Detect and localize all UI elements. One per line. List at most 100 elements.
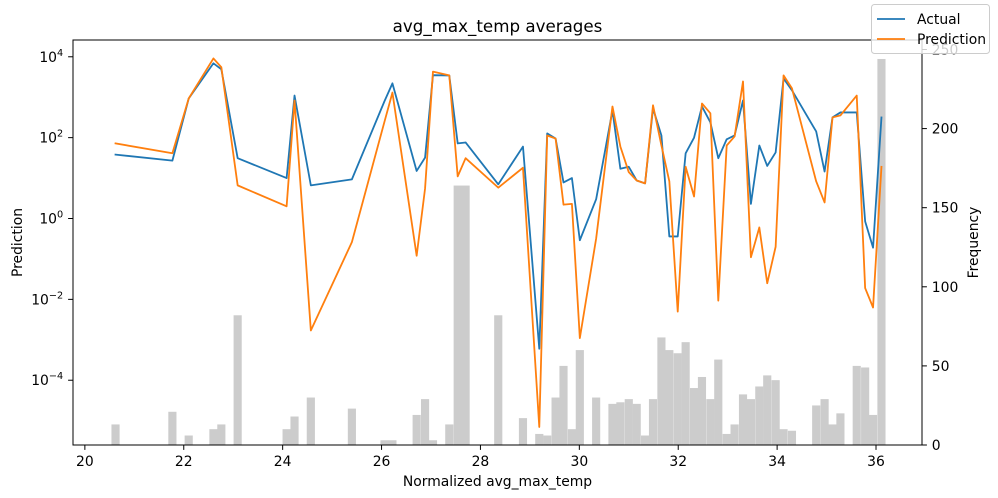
legend-frame (871, 4, 990, 54)
y-tick-label-left: 10−4 (31, 371, 63, 389)
histogram-bar (648, 399, 658, 445)
histogram-bar (388, 440, 397, 445)
histogram-bar (714, 359, 723, 445)
y-tick-label-exponent: 2 (57, 129, 63, 140)
plot-frame (72, 39, 923, 446)
y-tick-label-base: 10 (31, 292, 49, 308)
histogram-bar (706, 399, 715, 445)
histogram-bar (380, 440, 389, 445)
histogram-bar (738, 394, 748, 446)
y-tick-label-left: 104 (39, 48, 63, 66)
legend-label-prediction: Prediction (917, 32, 986, 48)
chart-title: avg_max_temp averages (393, 16, 603, 37)
y-tick-label-base: 10 (39, 50, 57, 66)
histogram-bar (681, 342, 690, 445)
y-axis-label-left: Prediction (10, 208, 26, 277)
histogram-bar (836, 413, 845, 445)
axes: 20 22 24 26 28 30 32 34 3610410210010−210−405010… (31, 39, 959, 470)
legend-label-actual: Actual (917, 12, 961, 28)
histogram-bar (559, 365, 568, 445)
histogram-bar (592, 397, 601, 445)
x-tick-label: 34 (768, 454, 786, 470)
series-lines (114, 57, 883, 428)
histogram-bar (616, 402, 625, 445)
histogram-bar (730, 424, 739, 445)
histogram-bar (347, 408, 356, 445)
histogram-bar (763, 375, 772, 445)
histogram-bar (641, 435, 650, 445)
actual-series-line (114, 62, 883, 350)
x-tick-label: 26 (373, 454, 391, 470)
x-axis-label: Normalized avg_max_temp (403, 474, 592, 490)
histogram-bar (852, 365, 861, 445)
histogram-bar (461, 185, 470, 446)
x-tick-label: 28 (472, 454, 490, 470)
histogram-bar (689, 388, 699, 445)
histogram-bar (624, 399, 633, 445)
histogram-bar (282, 429, 291, 445)
histogram-bar (217, 424, 226, 445)
y-tick-label-left: 100 (39, 210, 63, 228)
histogram-bar (233, 315, 242, 445)
y-tick-label-base: 10 (31, 373, 49, 389)
y-tick-label-exponent: 0 (57, 210, 63, 221)
y-tick-label-right: 150 (932, 201, 959, 217)
y-tick-label-left: 10−2 (31, 290, 63, 308)
histogram-bar (787, 430, 797, 445)
prediction-series-line (114, 57, 883, 428)
histogram-bar (453, 185, 462, 446)
histogram-bar (567, 429, 576, 445)
histogram-bar (111, 424, 120, 445)
legend: Actual Prediction (871, 4, 990, 54)
x-tick-label: 36 (867, 454, 885, 470)
histogram-bar (543, 435, 552, 445)
y-tick-label-right: 0 (932, 438, 941, 454)
histogram-bar (771, 380, 780, 445)
y-tick-label-right: 50 (932, 359, 950, 375)
histogram-bar (551, 397, 560, 445)
x-tick-label: 32 (669, 454, 687, 470)
histogram-bar (445, 424, 454, 445)
histogram-bar (828, 424, 837, 445)
histogram-bar (861, 367, 870, 445)
y-tick-label-exponent: −2 (49, 290, 63, 301)
x-tick-label: 30 (570, 454, 588, 470)
histogram-bar (428, 440, 438, 445)
histogram-bar (722, 433, 731, 445)
x-tick-label: 22 (175, 454, 193, 470)
histogram-bar (779, 429, 788, 445)
histogram-bar (575, 350, 584, 445)
y-axis-label-right: Frequency (966, 207, 982, 279)
histogram-bar (665, 350, 674, 445)
histogram-bar (420, 399, 430, 445)
histogram-bar (877, 58, 886, 445)
y-tick-label-left: 102 (39, 129, 63, 147)
histogram (111, 58, 886, 446)
histogram-bar (673, 353, 682, 445)
histogram-bar (812, 405, 821, 445)
y-tick-label-right: 100 (932, 280, 959, 296)
histogram-bar (755, 386, 764, 445)
x-tick-label: 24 (274, 454, 292, 470)
y-tick-label-exponent: −4 (49, 371, 63, 382)
histogram-bar (168, 411, 177, 445)
histogram-bar (290, 416, 299, 445)
histogram-bar (209, 429, 218, 445)
histogram-bar (632, 403, 641, 445)
y-tick-label-right: 200 (932, 122, 959, 138)
x-tick-label: 20 (76, 454, 94, 470)
histogram-bar (518, 418, 528, 445)
histogram-bar (184, 435, 193, 445)
y-tick-label-base: 10 (39, 212, 57, 228)
histogram-bar (608, 403, 617, 445)
histogram-bar (820, 399, 829, 445)
histogram-bar (746, 399, 755, 445)
histogram-bar (657, 337, 666, 445)
histogram-bar (535, 433, 544, 445)
histogram-bar (868, 414, 878, 445)
histogram-bar (697, 376, 707, 445)
histogram-bar (494, 315, 503, 445)
y-tick-label-base: 10 (39, 131, 57, 147)
